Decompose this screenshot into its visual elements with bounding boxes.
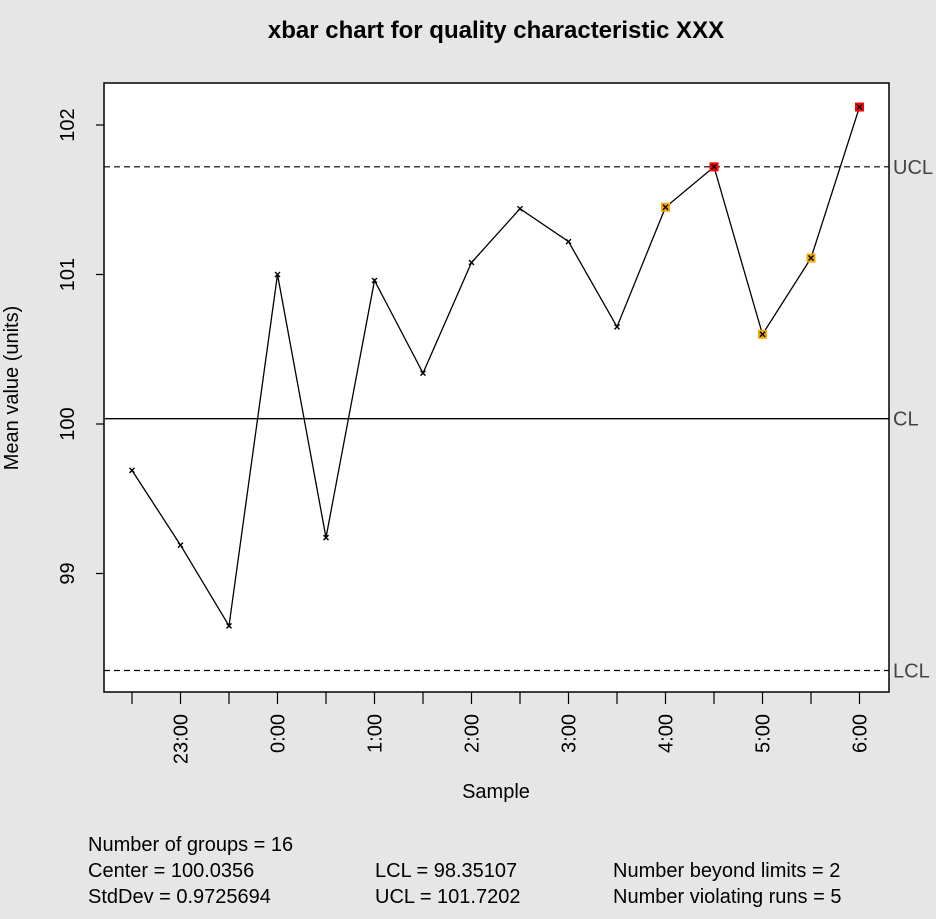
data-point (614, 323, 620, 330)
data-point (758, 329, 767, 339)
data-point (177, 542, 184, 549)
plot-panel (103, 82, 890, 693)
limit-label-lcl: LCL (893, 661, 930, 683)
data-point (468, 259, 475, 266)
stat-lcl: LCL = 98.35107 (375, 860, 518, 882)
x-tick-label: 0:00 (268, 714, 290, 753)
point-marker (711, 163, 717, 170)
point-marker (759, 331, 766, 338)
series-line (131, 106, 861, 628)
data-point (129, 467, 135, 474)
x-tick-label: 2:00 (462, 714, 484, 753)
stat-stddev: StdDev = 0.9725694 (88, 886, 271, 908)
point-marker (856, 104, 863, 111)
y-tick-label: 102 (57, 108, 79, 141)
point-marker (226, 622, 232, 629)
data-point (420, 370, 426, 377)
x-tick-label: 1:00 (365, 714, 387, 753)
x-tick-label: 5:00 (753, 714, 775, 753)
data-point (806, 253, 816, 263)
data-point (274, 271, 281, 278)
point-marker (517, 205, 523, 212)
y-tick-label: 100 (57, 407, 79, 440)
y-tick-label: 101 (57, 258, 79, 291)
stat-center: Center = 100.0356 (88, 860, 255, 882)
point-marker (614, 323, 620, 330)
point-marker (468, 259, 475, 266)
data-point (323, 534, 329, 541)
stat-ucl: UCL = 101.7202 (375, 886, 521, 908)
x-tick-label: 23:00 (171, 714, 193, 764)
stat-number-of-groups: Number of groups = 16 (88, 834, 294, 856)
limit-label-ucl: UCL (893, 157, 933, 179)
data-point (371, 277, 378, 284)
chart-title: xbar chart for quality characteristic XX… (268, 17, 724, 44)
stats-middle: LCL = 98.35107 UCL = 101.7202 (375, 858, 520, 910)
point-marker (274, 271, 281, 278)
data-point (709, 162, 719, 172)
stat-violating-runs: Number violating runs = 5 (613, 886, 842, 908)
data-point (855, 102, 864, 112)
stats-right: Number beyond limits = 2 Number violatin… (613, 858, 841, 910)
point-marker (177, 542, 184, 549)
point-marker (565, 238, 572, 245)
x-tick-label: 3:00 (559, 714, 581, 753)
point-marker (808, 255, 814, 262)
stats-left: Number of groups = 16 Center = 100.0356 … (88, 832, 293, 910)
stat-beyond-limits: Number beyond limits = 2 (613, 860, 841, 882)
data-point (661, 202, 670, 212)
point-marker (129, 467, 135, 474)
y-axis-label: Mean value (units) (1, 306, 23, 471)
point-marker (420, 370, 426, 377)
x-axis-label: Sample (462, 781, 530, 803)
data-point (226, 622, 232, 629)
x-tick-label: 6:00 (850, 714, 872, 753)
data-point (565, 238, 572, 245)
point-marker (662, 204, 669, 211)
point-marker (323, 534, 329, 541)
y-tick-label: 99 (57, 562, 79, 584)
data-point (517, 205, 523, 212)
x-tick-label: 4:00 (656, 714, 678, 753)
point-marker (371, 277, 378, 284)
limit-label-cl: CL (893, 409, 919, 431)
